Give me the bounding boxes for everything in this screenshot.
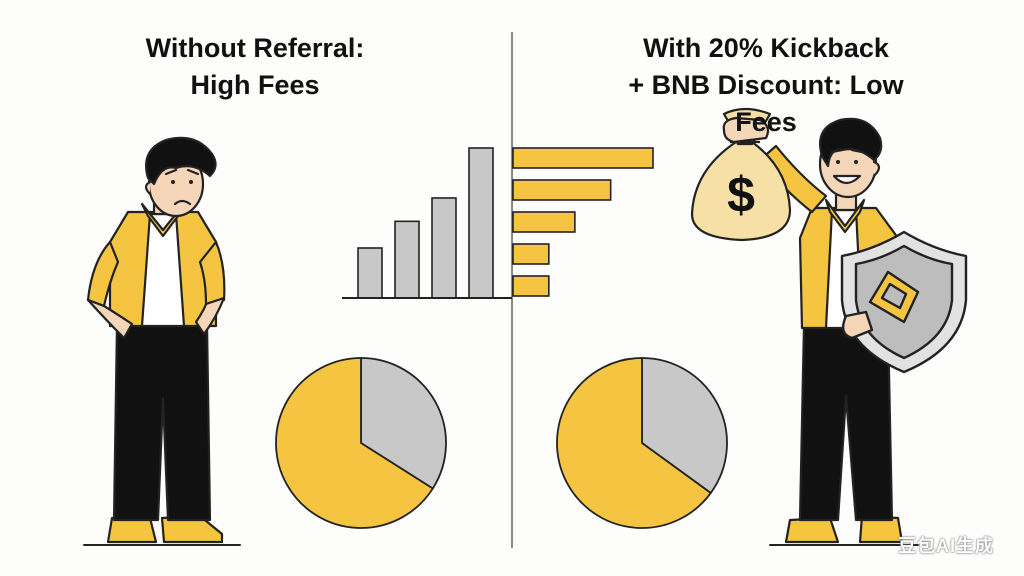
right-brow-left xyxy=(830,148,844,154)
right-raised-hand xyxy=(722,116,770,144)
left-ear xyxy=(144,180,152,196)
vbar-2 xyxy=(394,220,420,299)
left-eye-left xyxy=(171,180,175,184)
hbar-1 xyxy=(512,147,654,169)
right-shield-hand xyxy=(841,310,874,340)
horizontal-bar-chart xyxy=(512,147,654,297)
happy-person xyxy=(758,117,919,546)
left-hair xyxy=(145,136,217,186)
hbar-3 xyxy=(512,211,576,233)
watermark: 豆包AI生成 xyxy=(898,536,994,556)
money-bag-body xyxy=(690,140,792,242)
right-raised-arm xyxy=(758,144,828,214)
bnb-diamond-inner xyxy=(880,282,908,310)
left-shoe-left xyxy=(106,516,158,544)
right-eye-left xyxy=(836,160,840,164)
left-brow-left xyxy=(164,168,178,176)
left-eye-right xyxy=(189,180,193,184)
bnb-shield-icon xyxy=(840,230,968,374)
left-panel-title: Without Referral: High Fees xyxy=(85,30,425,104)
right-eye-right xyxy=(854,160,858,164)
hbar-2 xyxy=(512,179,612,201)
money-bag-symbol: $ xyxy=(727,167,755,223)
right-title-line2: + BNB Discount: Low Fees xyxy=(628,70,904,137)
left-title-line2: High Fees xyxy=(190,70,320,100)
left-pants xyxy=(112,322,212,522)
right-pie-chart xyxy=(556,357,728,529)
vertical-bar-chart xyxy=(342,147,512,299)
hbar-4 xyxy=(512,243,550,265)
right-panel-title: With 20% Kickback + BNB Discount: Low Fe… xyxy=(596,30,936,141)
vbar-3 xyxy=(431,197,457,299)
vbar-4 xyxy=(468,147,494,299)
left-brow-right xyxy=(186,168,200,176)
pie-left-slice-yellow xyxy=(275,357,434,529)
right-smile xyxy=(832,174,862,185)
right-ear xyxy=(872,160,881,178)
pie-right-slice-yellow xyxy=(556,357,712,529)
right-brow-right xyxy=(850,148,864,154)
right-title-line1: With 20% Kickback xyxy=(643,33,889,63)
left-hand-right xyxy=(194,296,226,336)
right-shoe-left xyxy=(784,516,840,544)
left-hand-left xyxy=(86,298,134,340)
worried-person xyxy=(83,136,241,546)
hbar-5 xyxy=(512,275,550,297)
money-bag-icon: $ xyxy=(690,107,792,242)
vbar-1 xyxy=(357,247,383,299)
left-title-line1: Without Referral: xyxy=(145,33,365,63)
pie-right-slice-gray xyxy=(641,357,728,494)
left-frown xyxy=(173,199,192,206)
left-pie-chart xyxy=(275,357,447,529)
right-collar xyxy=(824,198,866,234)
